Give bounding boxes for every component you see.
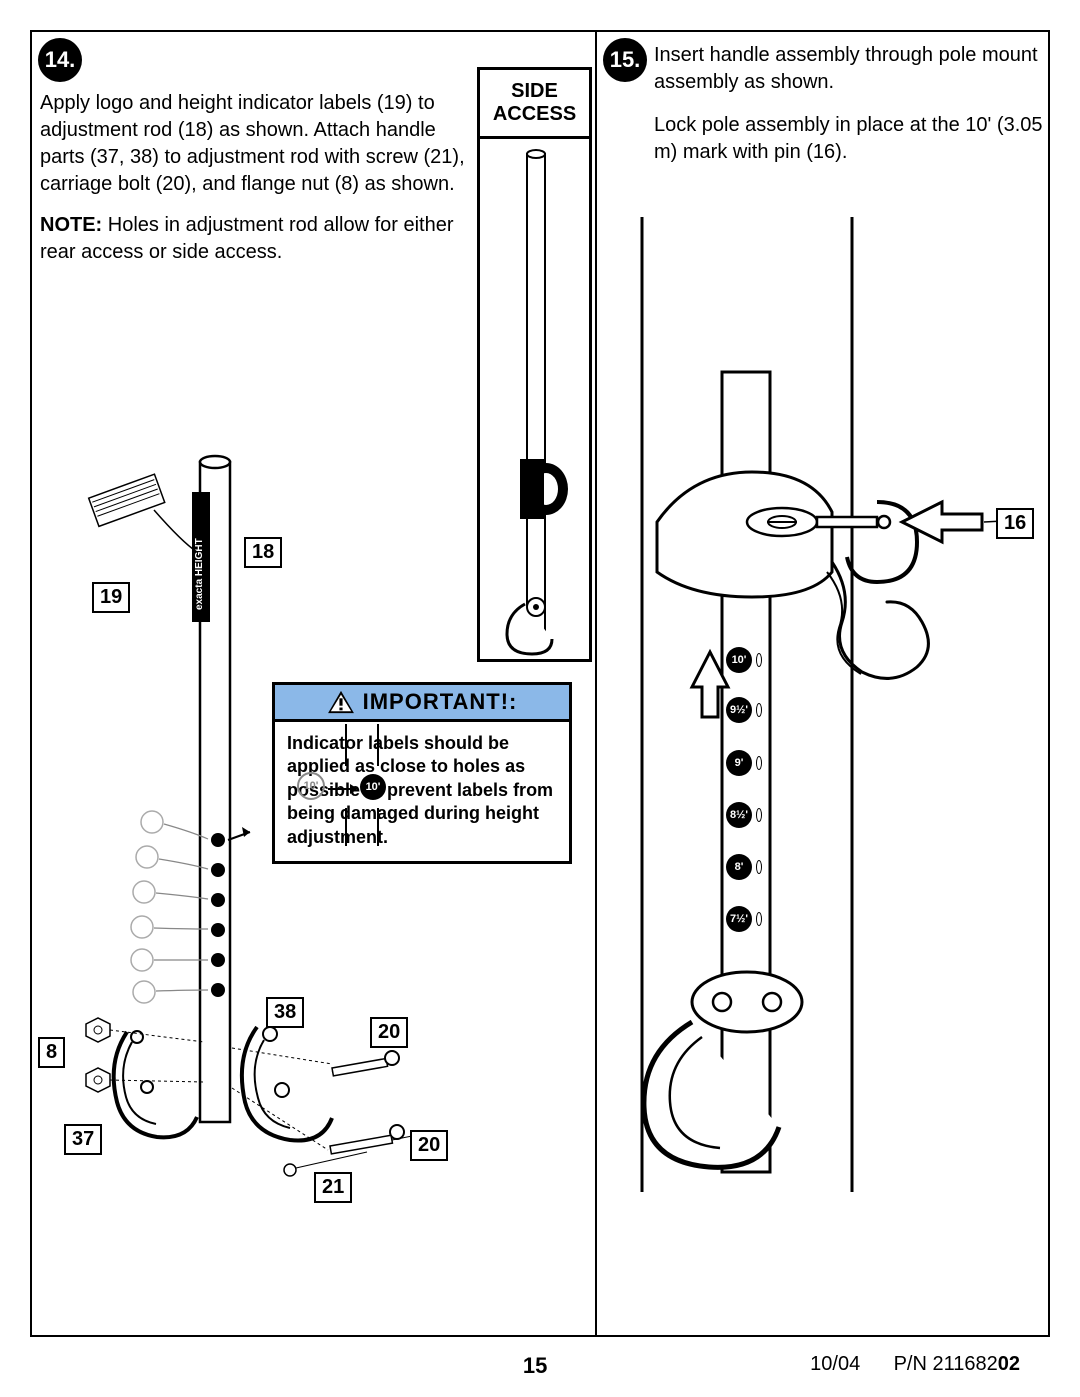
important-title: IMPORTANT!: [363,689,518,715]
step-15-badge: 15. [603,38,647,82]
side-access-box: SIDE ACCESS [477,67,592,662]
step-14-text: Apply logo and height indicator labels (… [40,90,470,198]
callout-20b: 20 [410,1130,448,1161]
column-divider [595,32,597,1335]
side-access-illustration [480,139,595,659]
footer-pn-bold: 02 [998,1353,1020,1375]
guide-line [377,724,379,766]
height-oval [756,808,762,822]
guide-line [345,724,347,766]
flange-nut [86,1018,110,1092]
note-label: NOTE: [40,214,102,236]
height-oval [756,703,762,717]
callout-38: 38 [266,997,304,1028]
height-oval [756,653,762,667]
height-oval [756,860,762,874]
handle-38 [242,1027,332,1141]
height-oval [756,912,762,926]
demo-arrow-icon [328,782,358,796]
guide-line [345,808,347,846]
step-15-text2: Lock pole assembly in place at the 10' (… [654,112,1044,166]
step-15-illustration [602,202,1052,1232]
footer-date: 10/04 [810,1353,860,1375]
step-14-number: 14. [45,47,76,73]
callout-16: 16 [996,508,1034,539]
callout-21: 21 [314,1172,352,1203]
callout-20a: 20 [370,1017,408,1048]
step-14-badge: 14. [38,38,82,82]
handle-37 [114,1031,197,1137]
demo-marker-solid: 10' [360,774,386,800]
side-access-header: SIDE ACCESS [480,70,589,139]
callout-37: 37 [64,1124,102,1155]
callout-18: 18 [244,537,282,568]
guide-line [377,808,379,846]
height-dot-9: 9' [726,750,752,776]
page-border: 14. Apply logo and height indicator labe… [30,30,1050,1337]
height-dot-8: 8' [726,854,752,880]
side-access-title2: ACCESS [492,103,577,126]
height-oval [756,756,762,770]
warning-triangle-icon [327,690,355,714]
footer-right: 10/04 P/N 21168202 [810,1353,1020,1379]
height-dot-85: 8½' [726,802,752,828]
step-15-number: 15. [610,47,641,73]
footer-spacer [60,1353,260,1379]
note-text: Holes in adjustment rod allow for either… [40,214,454,263]
height-dot-75: 7½' [726,906,752,932]
insert-arrow-icon [902,502,982,542]
callout-8: 8 [38,1037,65,1068]
callout-19: 19 [92,582,130,613]
height-dot-95: 9½' [726,697,752,723]
height-dot-10: 10' [726,647,752,673]
step-14-note: NOTE: Holes in adjustment rod allow for … [40,212,470,266]
demo-marker-outline: 10' [297,772,325,800]
footer-pn: P/N 211682 [894,1353,998,1375]
side-access-title1: SIDE [492,80,577,103]
step-15-text1: Insert handle assembly through pole moun… [654,42,1044,96]
bottom-handle [644,972,802,1167]
page-footer: 15 10/04 P/N 21168202 [0,1353,1080,1379]
page-number: 15 [523,1353,547,1379]
side-access-body [480,139,589,659]
svg-text:exacta HEIGHT: exacta HEIGHT [194,538,205,610]
important-header: IMPORTANT!: [275,685,569,722]
